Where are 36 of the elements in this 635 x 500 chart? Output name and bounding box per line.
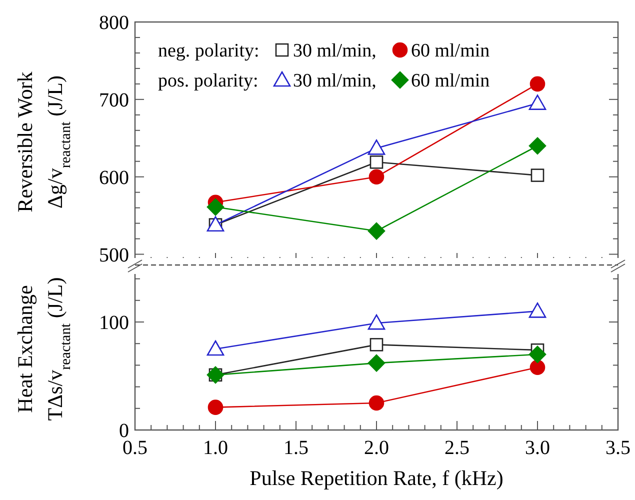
point: [368, 169, 384, 184]
x-tick-label: 2.0: [364, 437, 389, 459]
x-tick-label: 1.5: [284, 437, 308, 459]
annotation: neg. polarity:: [158, 40, 260, 62]
x-tick-label: 3.0: [525, 437, 550, 459]
x-tick-label: 2.5: [444, 437, 470, 459]
x-axis-title: Pulse Repetition Rate, f (kHz): [250, 466, 504, 490]
point: [368, 354, 386, 372]
legend-label: 30 ml/min,: [293, 70, 376, 92]
point: [528, 94, 546, 110]
point: [528, 346, 546, 364]
y-tick-label: 800: [99, 12, 129, 34]
point: [528, 302, 546, 318]
point: [530, 360, 546, 376]
point: [368, 314, 386, 330]
point: [208, 400, 224, 415]
legend-label: 30 ml/min,: [293, 40, 376, 62]
x-tick-label: 1.0: [203, 437, 228, 459]
annotation: pos. polarity:: [158, 70, 258, 92]
point: [206, 198, 224, 216]
point: [206, 340, 224, 356]
legend-label: 60 ml/min: [411, 40, 490, 62]
y-tick-label: 600: [99, 166, 129, 189]
y-tick-label: 100: [99, 312, 129, 334]
point: [368, 222, 386, 240]
x-tick-label: 3.5: [606, 437, 630, 459]
point: [370, 155, 384, 169]
y-tick-label: 700: [99, 89, 129, 112]
point: [528, 137, 546, 155]
point: [368, 395, 384, 411]
legend-label: 60 ml/min: [411, 70, 490, 92]
point: [368, 140, 386, 155]
point: [530, 168, 544, 182]
point: [370, 338, 384, 352]
y-tick-label: 500: [99, 244, 129, 266]
point: [530, 76, 546, 92]
